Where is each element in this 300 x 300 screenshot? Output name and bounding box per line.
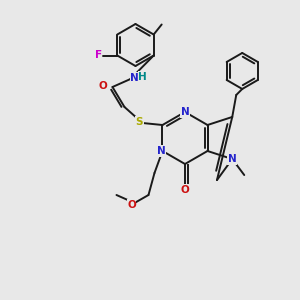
Text: N: N (228, 154, 237, 164)
Text: N: N (181, 107, 189, 117)
Text: O: O (127, 200, 136, 210)
Text: F: F (95, 50, 102, 61)
Text: S: S (136, 117, 143, 127)
Text: N: N (157, 146, 166, 156)
Text: O: O (181, 185, 189, 195)
Text: H: H (138, 72, 147, 82)
Text: N: N (130, 73, 139, 83)
Text: O: O (98, 81, 107, 91)
